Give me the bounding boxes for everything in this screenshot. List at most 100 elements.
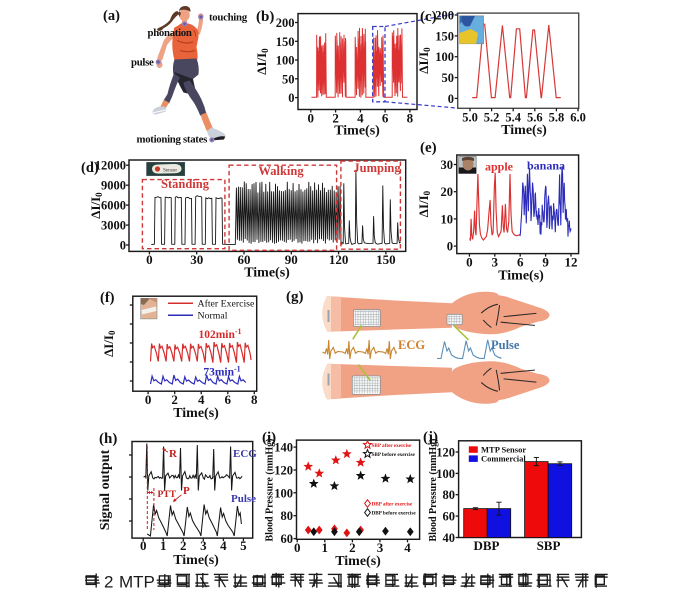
svg-text:6: 6 xyxy=(382,111,389,126)
svg-text:0: 0 xyxy=(448,92,454,106)
svg-text:Blood Pressure (mmHg): Blood Pressure (mmHg) xyxy=(428,439,439,542)
svg-text:80: 80 xyxy=(443,488,456,502)
svg-text:Time(s): Time(s) xyxy=(498,269,544,284)
svg-text:90: 90 xyxy=(285,252,298,267)
svg-text:60: 60 xyxy=(443,510,456,524)
svg-text:0: 0 xyxy=(146,252,153,267)
svg-text:6.0: 6.0 xyxy=(570,111,586,125)
svg-text:2: 2 xyxy=(104,573,113,592)
svg-text:P: P xyxy=(183,485,190,497)
svg-text:120: 120 xyxy=(329,252,349,267)
svg-text:ΔI/I0: ΔI/I0 xyxy=(88,192,104,219)
svg-text:ΔI/I0: ΔI/I0 xyxy=(254,48,270,75)
svg-text:(c): (c) xyxy=(420,9,437,25)
svg-text:40: 40 xyxy=(443,531,456,545)
svg-text:SBP: SBP xyxy=(537,538,561,553)
svg-text:SBP before exercise: SBP before exercise xyxy=(372,452,416,458)
svg-text:73min-1: 73min-1 xyxy=(203,365,240,379)
svg-text:motioning states: motioning states xyxy=(137,134,208,146)
svg-text:0: 0 xyxy=(447,240,453,254)
svg-text:60: 60 xyxy=(281,532,294,546)
svg-text:150: 150 xyxy=(435,29,454,43)
svg-text:60: 60 xyxy=(238,252,251,267)
svg-text:Pulse: Pulse xyxy=(231,493,256,505)
svg-text:2: 2 xyxy=(332,111,339,126)
svg-text:Jumping: Jumping xyxy=(353,161,401,175)
svg-text:ΔI/I0: ΔI/I0 xyxy=(416,190,432,217)
svg-text:5.6: 5.6 xyxy=(527,111,543,125)
svg-text:4: 4 xyxy=(220,538,227,553)
svg-text:5.8: 5.8 xyxy=(549,111,565,125)
svg-text:3: 3 xyxy=(492,255,499,270)
svg-text:ECG: ECG xyxy=(398,338,425,352)
svg-text:2: 2 xyxy=(171,392,178,407)
svg-text:ΔI/I0: ΔI/I0 xyxy=(101,330,117,357)
svg-text:Signal output: Signal output xyxy=(98,449,113,530)
svg-text:30: 30 xyxy=(441,158,454,172)
svg-text:102min-1: 102min-1 xyxy=(198,327,241,341)
svg-text:MTP: MTP xyxy=(119,573,155,592)
svg-text:0: 0 xyxy=(294,540,301,555)
svg-text:1: 1 xyxy=(322,540,329,555)
svg-text:200: 200 xyxy=(435,9,454,23)
svg-text:Normal: Normal xyxy=(198,311,228,322)
svg-text:0: 0 xyxy=(145,392,152,407)
svg-text:pulse: pulse xyxy=(131,57,154,69)
svg-text:50: 50 xyxy=(442,71,455,85)
svg-text:3000: 3000 xyxy=(101,219,126,233)
svg-text:9000: 9000 xyxy=(101,179,126,193)
svg-text:Walking: Walking xyxy=(258,164,304,178)
svg-text:Time(s): Time(s) xyxy=(173,553,219,568)
svg-text:Pulse: Pulse xyxy=(491,338,520,352)
svg-text:100: 100 xyxy=(274,486,293,500)
svg-text:0: 0 xyxy=(140,538,147,553)
svg-text:1: 1 xyxy=(160,538,167,553)
svg-text:120: 120 xyxy=(274,463,293,477)
svg-text:140: 140 xyxy=(274,441,293,455)
svg-text:(e): (e) xyxy=(420,140,437,156)
svg-text:touching: touching xyxy=(209,12,248,24)
svg-text:30: 30 xyxy=(190,252,203,267)
svg-text:banana: banana xyxy=(527,159,565,173)
svg-text:10: 10 xyxy=(441,212,454,226)
svg-text:9: 9 xyxy=(542,255,549,270)
svg-text:(g): (g) xyxy=(286,289,304,305)
svg-text:Standing: Standing xyxy=(161,177,210,191)
svg-text:0: 0 xyxy=(288,91,294,105)
svg-text:5.2: 5.2 xyxy=(484,111,500,125)
svg-text:Commercial: Commercial xyxy=(481,453,526,463)
svg-text:apple: apple xyxy=(485,160,514,174)
svg-text:MTP Sensor: MTP Sensor xyxy=(481,444,526,454)
svg-text:8: 8 xyxy=(251,392,258,407)
svg-text:After Exercise: After Exercise xyxy=(198,299,255,310)
svg-text:(d): (d) xyxy=(81,160,99,176)
svg-text:8: 8 xyxy=(407,111,414,126)
svg-text:4: 4 xyxy=(357,111,364,126)
svg-text:200: 200 xyxy=(276,16,295,30)
svg-text:DBP after exercise: DBP after exercise xyxy=(372,502,413,508)
svg-text:5.4: 5.4 xyxy=(505,111,521,125)
svg-text:Time(s): Time(s) xyxy=(335,554,381,569)
svg-text:0: 0 xyxy=(120,239,126,253)
svg-text:6: 6 xyxy=(225,392,232,407)
svg-text:(a): (a) xyxy=(103,8,120,24)
svg-text:6000: 6000 xyxy=(101,199,126,213)
svg-text:R: R xyxy=(169,448,178,460)
svg-text:DBP: DBP xyxy=(474,538,500,553)
svg-text:(b): (b) xyxy=(256,9,274,25)
svg-text:PTT: PTT xyxy=(158,490,177,500)
svg-text:(f): (f) xyxy=(100,290,115,306)
svg-text:100: 100 xyxy=(436,467,455,481)
svg-text:4: 4 xyxy=(198,392,205,407)
svg-text:ΔI/I0: ΔI/I0 xyxy=(416,47,432,74)
svg-text:5: 5 xyxy=(240,538,247,553)
svg-text:Time(s): Time(s) xyxy=(173,406,219,421)
svg-text:Sensor: Sensor xyxy=(163,168,177,174)
svg-text:Time(s): Time(s) xyxy=(501,123,547,138)
svg-text:3: 3 xyxy=(377,540,384,555)
svg-text:20: 20 xyxy=(441,185,454,199)
svg-text:120: 120 xyxy=(436,445,455,459)
svg-text:150: 150 xyxy=(376,252,396,267)
svg-text:DBP before exercise: DBP before exercise xyxy=(372,511,417,517)
svg-text:100: 100 xyxy=(276,54,295,68)
